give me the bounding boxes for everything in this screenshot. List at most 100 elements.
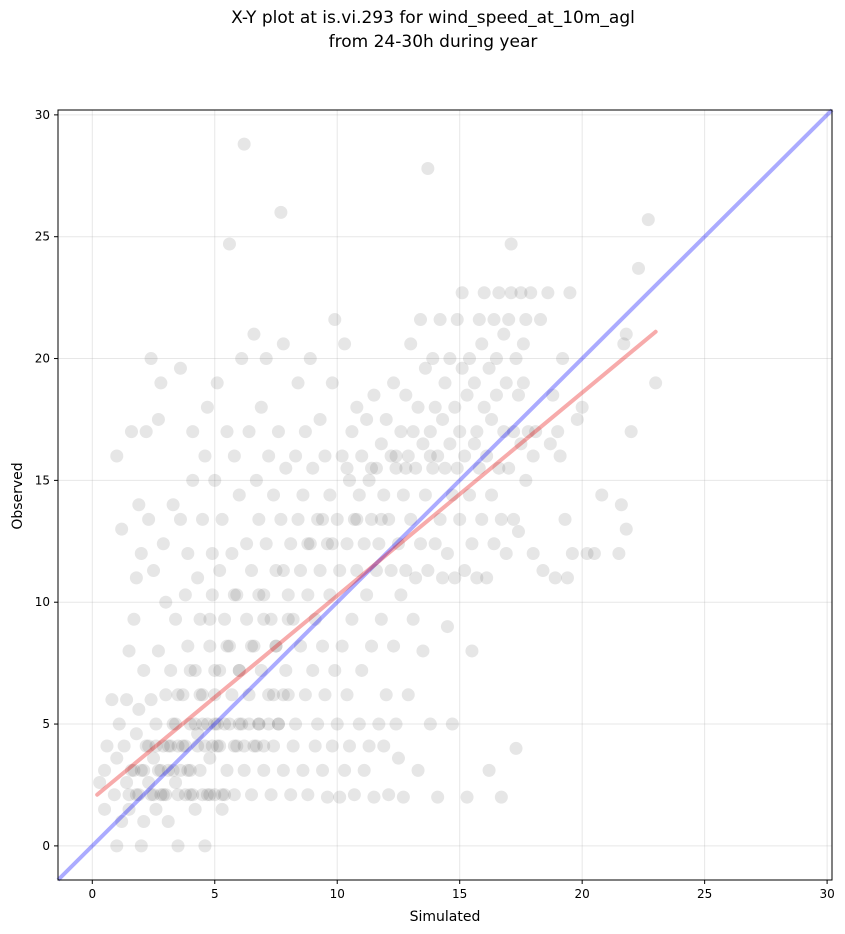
data-point (200, 400, 214, 414)
data-point (612, 546, 626, 560)
data-point (365, 639, 379, 653)
data-point (134, 839, 148, 853)
data-point (333, 564, 347, 578)
data-point (203, 639, 217, 653)
data-point (139, 739, 153, 753)
data-point (448, 571, 462, 585)
data-point (173, 763, 187, 777)
data-point (227, 739, 241, 753)
data-point (433, 512, 447, 526)
data-point (416, 437, 430, 451)
data-point (122, 788, 136, 802)
data-point (369, 461, 383, 475)
data-point (149, 739, 163, 753)
data-point (514, 286, 528, 300)
data-point (159, 788, 173, 802)
data-point (137, 663, 151, 677)
data-point (269, 564, 283, 578)
data-point (514, 437, 528, 451)
data-point (242, 688, 256, 702)
data-point (426, 461, 440, 475)
data-point (367, 388, 381, 402)
data-point (208, 688, 222, 702)
data-point (166, 498, 180, 512)
data-point (455, 286, 469, 300)
data-point (156, 788, 170, 802)
data-point (492, 286, 506, 300)
data-point (360, 588, 374, 602)
data-point (271, 717, 285, 731)
data-point (489, 388, 503, 402)
data-point (208, 663, 222, 677)
data-point (198, 739, 212, 753)
data-point (186, 425, 200, 439)
data-point (149, 717, 163, 731)
data-point (213, 564, 227, 578)
data-point (169, 776, 183, 790)
data-point (129, 727, 143, 741)
data-point (345, 425, 359, 439)
data-point (242, 425, 256, 439)
data-point (262, 717, 276, 731)
data-point (482, 763, 496, 777)
data-point (252, 512, 266, 526)
data-point (257, 588, 271, 602)
data-point (124, 425, 138, 439)
data-point (100, 739, 114, 753)
data-point (465, 537, 479, 551)
data-point (142, 776, 156, 790)
data-point (183, 717, 197, 731)
data-point (245, 788, 258, 802)
data-point (526, 449, 540, 463)
data-point (110, 751, 124, 765)
data-point (267, 488, 281, 502)
data-point (196, 788, 210, 802)
data-point (362, 739, 376, 753)
data-point (237, 739, 251, 753)
data-point (276, 688, 290, 702)
data-point (218, 788, 232, 802)
data-point (237, 763, 251, 777)
data-point (289, 449, 303, 463)
data-point (240, 612, 254, 626)
data-point (350, 564, 364, 578)
data-point (301, 588, 315, 602)
data-point (210, 739, 224, 753)
x-axis-label: Simulated (410, 909, 481, 925)
data-point (230, 739, 244, 753)
data-point (320, 790, 334, 804)
y-tick-label: 0 (42, 839, 50, 853)
data-point (369, 564, 383, 578)
data-point (460, 790, 474, 804)
data-point (504, 237, 518, 251)
data-point (416, 644, 430, 658)
data-point (320, 537, 334, 551)
data-point (377, 488, 391, 502)
data-point (193, 612, 207, 626)
data-point (237, 137, 251, 151)
data-point (534, 313, 548, 327)
data-point (222, 237, 236, 251)
data-point (504, 286, 518, 300)
data-point (338, 337, 352, 351)
data-point (497, 425, 511, 439)
data-point (176, 739, 190, 753)
data-point (570, 412, 584, 426)
data-point (215, 512, 229, 526)
data-point (313, 564, 327, 578)
data-point (411, 763, 425, 777)
data-point (147, 751, 161, 765)
data-point (298, 688, 312, 702)
data-point (494, 512, 508, 526)
data-point (485, 412, 499, 426)
data-point (144, 352, 158, 366)
data-point (252, 717, 266, 731)
data-point (404, 512, 418, 526)
data-point (281, 588, 295, 602)
data-point (389, 461, 403, 475)
data-point (433, 313, 447, 327)
data-point (485, 488, 499, 502)
data-point (144, 788, 158, 802)
data-point (298, 425, 312, 439)
data-point (259, 352, 273, 366)
